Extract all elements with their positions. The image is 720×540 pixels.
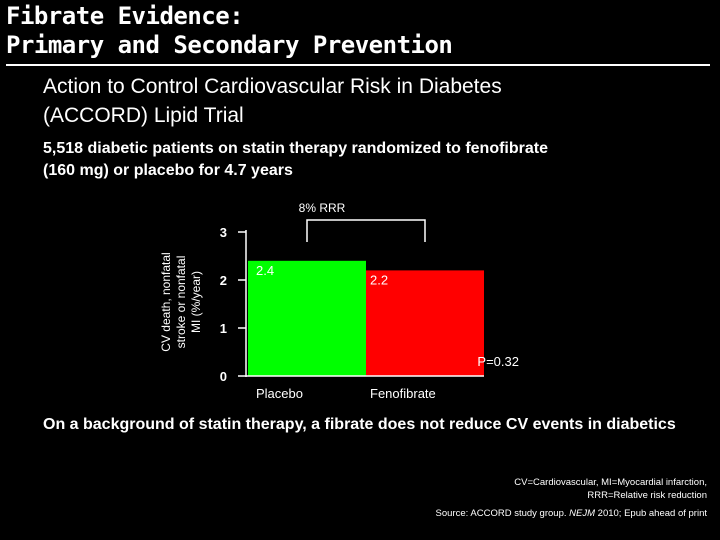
trial-subtitle: Action to Control Cardiovascular Risk in…	[43, 72, 502, 130]
category-label-fenofibrate: Fenofibrate	[370, 386, 436, 401]
y-tick-label-1: 1	[220, 321, 227, 336]
trial-description-line-1: 5,518 diabetic patients on statin therap…	[43, 140, 548, 157]
y-axis-label-line-2: stroke or nonfatal	[174, 256, 188, 349]
slide-title: Fibrate Evidence: Primary and Secondary …	[6, 2, 453, 60]
slide-title-line-2: Primary and Secondary Prevention	[6, 31, 453, 59]
abbreviations-note: CV=Cardiovascular, MI=Myocardial infarct…	[514, 476, 707, 502]
trial-description: 5,518 diabetic patients on statin therap…	[43, 138, 548, 182]
trial-description-line-2: (160 mg) or placebo for 4.7 years	[43, 162, 293, 179]
value-label-placebo: 2.4	[256, 263, 274, 278]
source-prefix: Source: ACCORD study group.	[435, 508, 570, 519]
title-divider	[6, 64, 710, 66]
y-axis-label: CV death, nonfatalstroke or nonfatalMI (…	[159, 252, 203, 351]
p-value-label: P=0.32	[477, 354, 519, 369]
conclusion-text: On a background of statin therapy, a fib…	[43, 416, 676, 433]
y-axis-label-line-3: MI (%/year)	[189, 271, 203, 333]
value-label-fenofibrate: 2.2	[370, 272, 388, 287]
slide-title-line-1: Fibrate Evidence:	[6, 2, 244, 30]
bar-placebo	[248, 260, 366, 376]
rrr-annotation: 8% RRR	[299, 201, 346, 215]
trial-subtitle-line-1: Action to Control Cardiovascular Risk in…	[43, 75, 502, 98]
y-tick-label-2: 2	[220, 273, 227, 288]
abbreviations-line-1: CV=Cardiovascular, MI=Myocardial infarct…	[514, 477, 707, 488]
rrr-bracket	[306, 219, 426, 242]
trial-subtitle-line-2: (ACCORD) Lipid Trial	[43, 104, 244, 127]
category-label-placebo: Placebo	[256, 386, 303, 401]
y-tick-label-0: 0	[220, 369, 227, 384]
abbreviations-line-2: RRR=Relative risk reduction	[587, 490, 707, 501]
y-axis-label-line-1: CV death, nonfatal	[159, 252, 173, 351]
bar-fenofibrate	[366, 270, 484, 376]
source-suffix: 2010; Epub ahead of print	[595, 508, 707, 519]
y-tick-label-3: 3	[220, 225, 227, 240]
source-citation: Source: ACCORD study group. NEJM 2010; E…	[436, 507, 707, 520]
source-journal: NEJM	[569, 508, 596, 519]
